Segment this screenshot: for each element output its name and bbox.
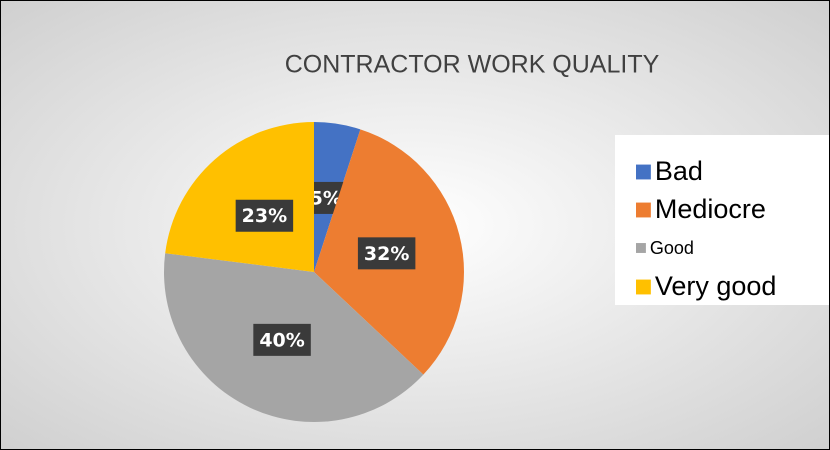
legend-swatch [636, 279, 651, 295]
legend-swatch [636, 202, 651, 218]
legend-label: Bad [655, 156, 703, 186]
data-label: 5% [310, 187, 342, 209]
legend-swatch [636, 243, 646, 253]
legend-label: Very good [655, 271, 777, 301]
legend-swatch [636, 164, 651, 180]
data-label: 32% [364, 243, 409, 265]
pie-slice [165, 122, 314, 272]
data-label-box [357, 237, 416, 270]
data-label: 23% [242, 205, 287, 227]
legend-box [615, 135, 829, 305]
legend-label: Good [650, 238, 694, 258]
legend-label: Mediocre [655, 194, 766, 224]
data-label-box [253, 323, 311, 356]
data-label-box [235, 199, 294, 232]
data-label: 40% [259, 329, 304, 351]
chart-title: CONTRACTOR WORK QUALITY [285, 51, 660, 79]
